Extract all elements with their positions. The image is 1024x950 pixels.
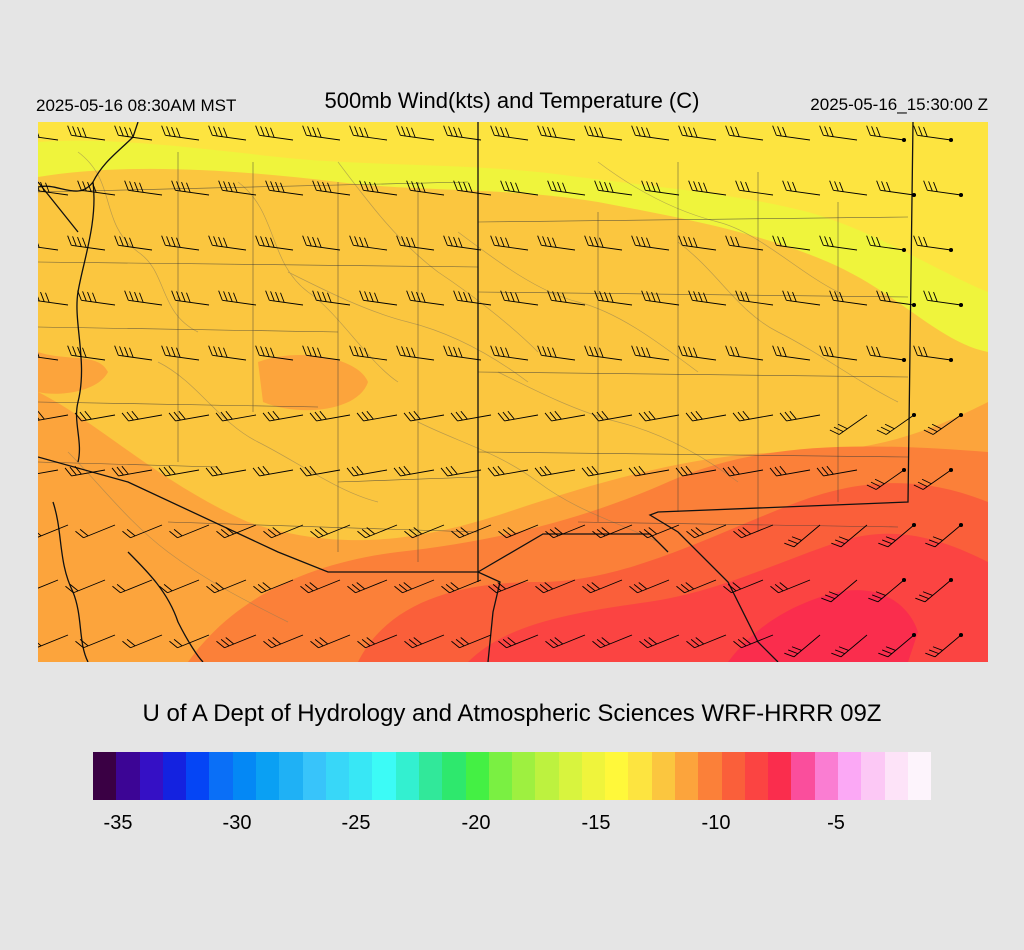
colorbar-swatch (605, 752, 629, 800)
colorbar-swatch (651, 752, 676, 800)
colorbar-swatch (279, 752, 303, 800)
colorbar-tick-label: -30 (222, 812, 252, 834)
colorbar-tick-label: -15 (581, 812, 611, 834)
map-title: 500mb Wind(kts) and Temperature (C) (324, 88, 700, 113)
terrain-contours (67, 151, 899, 623)
colorbar-swatch (349, 752, 373, 800)
colorbar-swatch (535, 752, 559, 800)
colorbar-tick-label: -10 (701, 812, 731, 834)
colorbar-swatch (116, 752, 140, 800)
wind-barbs (38, 125, 964, 658)
colorbar-swatch (488, 752, 513, 800)
colorbar-swatch (581, 752, 606, 800)
colorbar-swatch (791, 752, 815, 800)
colorbar-tick-label: -20 (461, 812, 491, 834)
colorbar-swatch (698, 752, 722, 800)
colorbar-swatch (838, 752, 862, 800)
colorbar-ticks: -35 -30 -25 -20 -15 -10 -5 (0, 812, 1024, 842)
colorbar-swatch (814, 752, 838, 800)
colorbar-swatch (884, 752, 908, 800)
colorbar-swatch (93, 752, 117, 800)
colorbar-swatch (325, 752, 350, 800)
colorbar-swatch (395, 752, 419, 800)
colorbar-swatch (628, 752, 652, 800)
colorbar-swatch (768, 752, 792, 800)
colorbar-swatch (558, 752, 582, 800)
colorbar-swatch (512, 752, 536, 800)
colorbar-swatch (139, 752, 163, 800)
colorbar-swatch (255, 752, 280, 800)
temperature-field (38, 122, 988, 662)
colorbar-swatch (372, 752, 396, 800)
colorbar-swatch (186, 752, 210, 800)
colorbar-swatch (209, 752, 233, 800)
colorbar-swatch (744, 752, 769, 800)
colorbar-swatch (721, 752, 745, 800)
temperature-colorbar (93, 752, 932, 800)
colorbar-swatch (232, 752, 256, 800)
colorbar-swatch (465, 752, 489, 800)
colorbar-swatch (442, 752, 466, 800)
map-canvas (38, 122, 988, 662)
colorbar-swatch (162, 752, 187, 800)
colorbar-tick-label: -5 (827, 812, 845, 834)
colorbar-swatch (907, 752, 932, 800)
colorbar-swatch (861, 752, 885, 800)
credit-text: U of A Dept of Hydrology and Atmospheric… (142, 700, 882, 727)
colorbar-swatch (675, 752, 699, 800)
local-time-label: 2025-05-16 08:30AM MST (36, 96, 237, 115)
weather-map[interactable] (38, 122, 988, 662)
colorbar-tick-label: -35 (103, 812, 133, 834)
state-county-borders (38, 122, 914, 662)
valid-time-label: 2025-05-16_15:30:00 Z (810, 95, 988, 114)
colorbar-tick-label: -25 (341, 812, 371, 834)
colorbar-swatch (418, 752, 443, 800)
colorbar-swatch (302, 752, 326, 800)
